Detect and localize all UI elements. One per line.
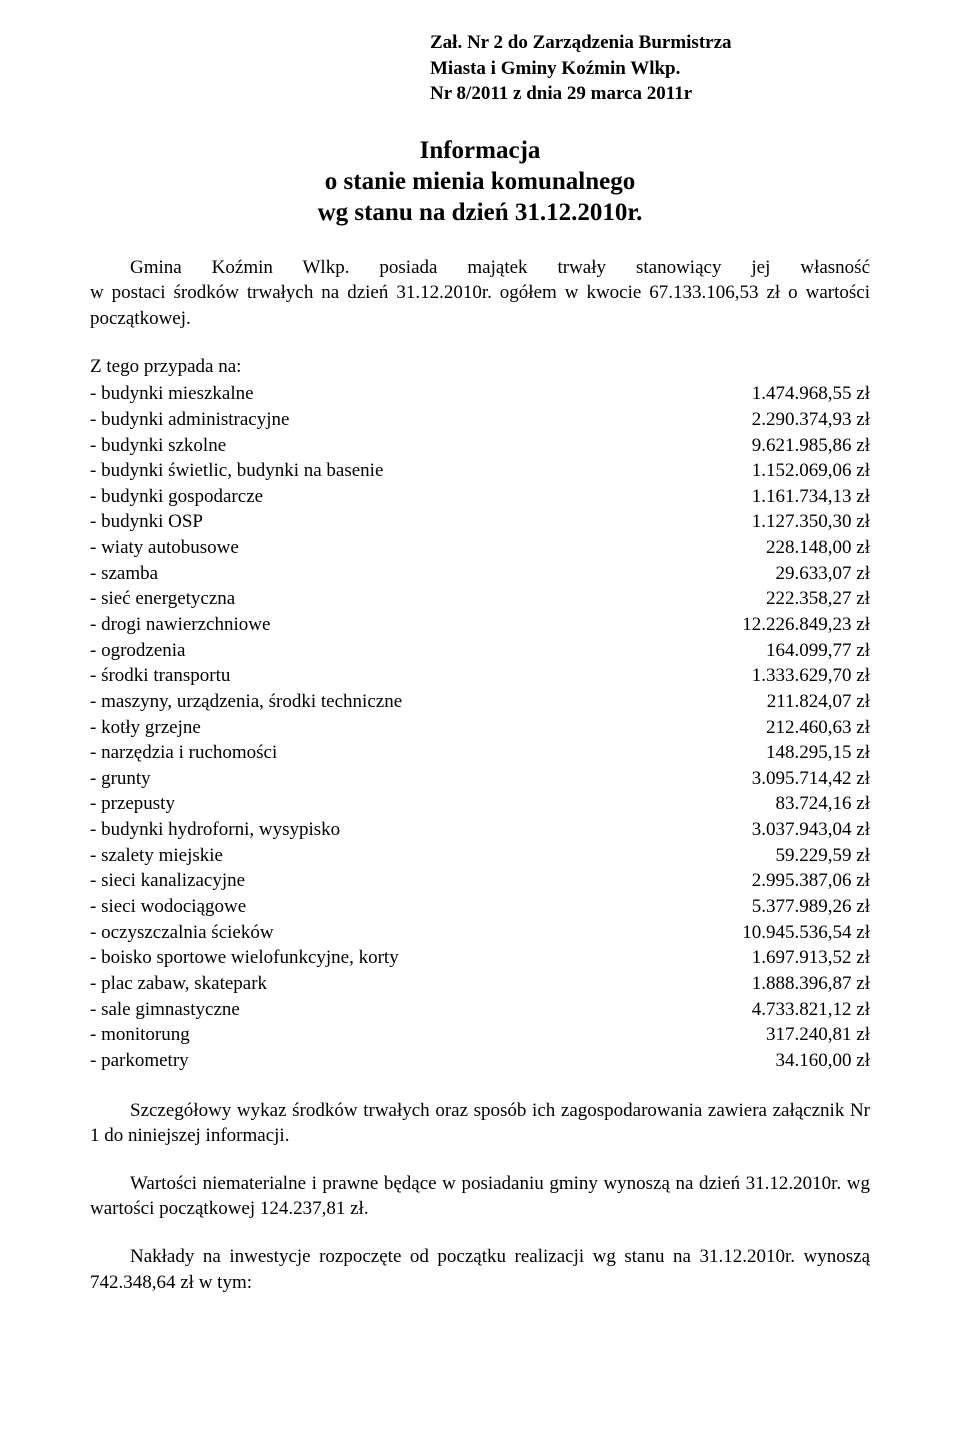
intro-line-1: Gmina Koźmin Wlkp. posiada majątek trwał…: [90, 255, 870, 281]
asset-list: - budynki mieszkalne1.474.968,55 zł- bud…: [90, 381, 870, 1073]
asset-value: 3.037.943,04 zł: [752, 817, 870, 843]
asset-label: - oczyszczalnia ścieków: [90, 920, 274, 946]
asset-value: 1.127.350,30 zł: [752, 509, 870, 535]
attachment-header: Zał. Nr 2 do Zarządzenia Burmistrza Mias…: [430, 30, 870, 107]
asset-label: - kotły grzejne: [90, 715, 201, 741]
document-title: Informacja o stanie mienia komunalnego w…: [90, 135, 870, 229]
footer-paragraph-1: Szczegółowy wykaz środków trwałych oraz …: [90, 1098, 870, 1149]
asset-label: - drogi nawierzchniowe: [90, 612, 270, 638]
asset-label: - narzędzia i ruchomości: [90, 740, 277, 766]
asset-row: - przepusty 83.724,16 zł: [90, 791, 870, 817]
asset-value: 1.474.968,55 zł: [752, 381, 870, 407]
asset-label: - sieci kanalizacyjne: [90, 868, 245, 894]
asset-value: 1.697.913,52 zł: [752, 945, 870, 971]
asset-row: - parkometry 34.160,00 zł: [90, 1048, 870, 1074]
asset-row: - oczyszczalnia ścieków 10.945.536,54 zł: [90, 920, 870, 946]
asset-value: 164.099,77 zł: [766, 638, 870, 664]
asset-value: 2.995.387,06 zł: [752, 868, 870, 894]
asset-value: 1.888.396,87 zł: [752, 971, 870, 997]
asset-value: 1.333.629,70 zł: [752, 663, 870, 689]
header-line-2: Miasta i Gminy Koźmin Wlkp.: [430, 56, 870, 82]
asset-label: - budynki OSP: [90, 509, 203, 535]
asset-label: - grunty: [90, 766, 151, 792]
asset-row: - grunty 3.095.714,42 zł: [90, 766, 870, 792]
asset-row: - monitorung 317.240,81 zł: [90, 1022, 870, 1048]
asset-value: 83.724,16 zł: [776, 791, 870, 817]
asset-label: - budynki świetlic, budynki na basenie: [90, 458, 383, 484]
title-line-2: o stanie mienia komunalnego: [90, 166, 870, 197]
asset-value: 1.152.069,06 zł: [752, 458, 870, 484]
asset-label: - wiaty autobusowe: [90, 535, 239, 561]
asset-label: - sieć energetyczna: [90, 586, 235, 612]
asset-label: - szamba: [90, 561, 158, 587]
asset-label: - sieci wodociągowe: [90, 894, 246, 920]
asset-row: - drogi nawierzchniowe 12.226.849,23 zł: [90, 612, 870, 638]
asset-label: - ogrodzenia: [90, 638, 185, 664]
asset-value: 148.295,15 zł: [766, 740, 870, 766]
asset-value: 3.095.714,42 zł: [752, 766, 870, 792]
asset-row: - budynki OSP 1.127.350,30 zł: [90, 509, 870, 535]
asset-value: 1.161.734,13 zł: [752, 484, 870, 510]
asset-value: 29.633,07 zł: [776, 561, 870, 587]
asset-value: 9.621.985,86 zł: [752, 433, 870, 459]
footer-paragraph-2: Wartości niematerialne i prawne będące w…: [90, 1171, 870, 1222]
asset-value: 34.160,00 zł: [776, 1048, 870, 1074]
asset-row: - sieci wodociągowe 5.377.989,26 zł: [90, 894, 870, 920]
asset-row: - budynki mieszkalne 1.474.968,55 zł: [90, 381, 870, 407]
title-line-3: wg stanu na dzień 31.12.2010r.: [90, 197, 870, 228]
asset-label: - budynki gospodarcze: [90, 484, 263, 510]
asset-row: - budynki gospodarcze 1.161.734,13 zł: [90, 484, 870, 510]
asset-value: 317.240,81 zł: [766, 1022, 870, 1048]
list-lead: Z tego przypada na:: [90, 354, 870, 380]
asset-row: - sale gimnastyczne 4.733.821,12 zł: [90, 997, 870, 1023]
asset-label: - maszyny, urządzenia, środki techniczne: [90, 689, 402, 715]
asset-label: - budynki administracyjne: [90, 407, 289, 433]
asset-label: - plac zabaw, skatepark: [90, 971, 267, 997]
asset-label: - przepusty: [90, 791, 175, 817]
asset-label: - sale gimnastyczne: [90, 997, 240, 1023]
asset-label: - budynki mieszkalne: [90, 381, 254, 407]
asset-row: - maszyny, urządzenia, środki techniczne…: [90, 689, 870, 715]
footer-paragraph-3: Nakłady na inwestycje rozpoczęte od pocz…: [90, 1244, 870, 1295]
asset-value: 222.358,27 zł: [766, 586, 870, 612]
asset-label: - środki transportu: [90, 663, 230, 689]
asset-row: - budynki świetlic, budynki na basenie 1.…: [90, 458, 870, 484]
asset-label: - monitorung: [90, 1022, 190, 1048]
asset-row: - budynki szkolne 9.621.985,86 zł: [90, 433, 870, 459]
asset-label: - budynki szkolne: [90, 433, 226, 459]
asset-row: - szalety miejskie 59.229,59 zł: [90, 843, 870, 869]
asset-row: - szamba 29.633,07 zł: [90, 561, 870, 587]
asset-row: - kotły grzejne 212.460,63 zł: [90, 715, 870, 741]
intro-line-2: w postaci środków trwałych na dzień 31.1…: [90, 280, 870, 331]
asset-row: - wiaty autobusowe 228.148,00 zł: [90, 535, 870, 561]
intro-paragraph: Gmina Koźmin Wlkp. posiada majątek trwał…: [90, 255, 870, 332]
asset-row: - budynki hydroforni, wysypisko 3.037.943…: [90, 817, 870, 843]
asset-value: 59.229,59 zł: [776, 843, 870, 869]
asset-row: - budynki administracyjne 2.290.374,93 zł: [90, 407, 870, 433]
title-line-1: Informacja: [90, 135, 870, 166]
asset-row: - sieć energetyczna 222.358,27 zł: [90, 586, 870, 612]
asset-value: 228.148,00 zł: [766, 535, 870, 561]
asset-value: 211.824,07 zł: [767, 689, 870, 715]
asset-row: - ogrodzenia 164.099,77 zł: [90, 638, 870, 664]
asset-value: 5.377.989,26 zł: [752, 894, 870, 920]
header-line-3: Nr 8/2011 z dnia 29 marca 2011r: [430, 81, 870, 107]
asset-row: - narzędzia i ruchomości 148.295,15 zł: [90, 740, 870, 766]
asset-value: 4.733.821,12 zł: [752, 997, 870, 1023]
asset-label: - budynki hydroforni, wysypisko: [90, 817, 340, 843]
asset-row: - środki transportu 1.333.629,70 zł: [90, 663, 870, 689]
asset-value: 212.460,63 zł: [766, 715, 870, 741]
asset-row: - plac zabaw, skatepark 1.888.396,87 zł: [90, 971, 870, 997]
asset-value: 2.290.374,93 zł: [752, 407, 870, 433]
asset-row: - boisko sportowe wielofunkcyjne, korty 1…: [90, 945, 870, 971]
asset-row: - sieci kanalizacyjne 2.995.387,06 zł: [90, 868, 870, 894]
asset-value: 12.226.849,23 zł: [742, 612, 870, 638]
asset-label: - szalety miejskie: [90, 843, 223, 869]
asset-label: - boisko sportowe wielofunkcyjne, korty: [90, 945, 399, 971]
asset-value: 10.945.536,54 zł: [742, 920, 870, 946]
header-line-1: Zał. Nr 2 do Zarządzenia Burmistrza: [430, 30, 870, 56]
asset-label: - parkometry: [90, 1048, 189, 1074]
